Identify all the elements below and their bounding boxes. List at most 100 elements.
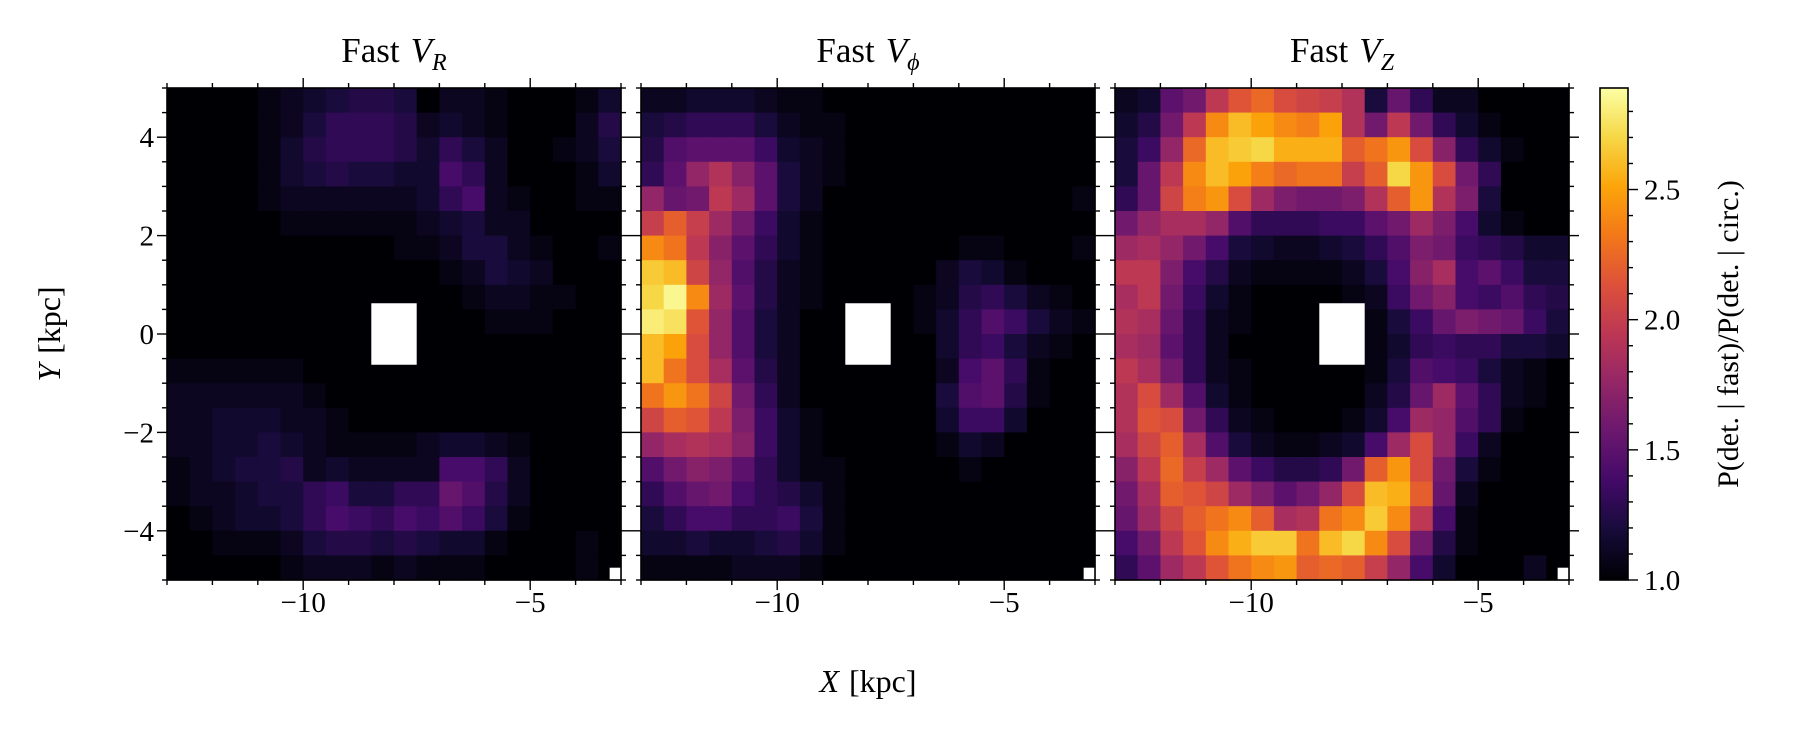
colorbar-gradient	[1599, 87, 1629, 581]
heatmap-cell	[958, 235, 983, 261]
heatmap-cell	[709, 88, 733, 114]
heatmap-cell	[1500, 358, 1525, 384]
heatmap-cell	[303, 211, 327, 237]
colorbar-tick-label: 1.5	[1644, 435, 1680, 467]
heatmap-cell	[1432, 358, 1457, 384]
heatmap-cell	[641, 334, 665, 360]
heatmap-cell	[1205, 161, 1230, 187]
heatmap-cell	[416, 186, 440, 212]
heatmap-cell	[754, 457, 778, 483]
x-axis-label-unit: [kpc]	[849, 663, 917, 699]
heatmap-cell	[731, 211, 756, 237]
heatmap-cell	[1183, 481, 1207, 507]
heatmap-cell	[1160, 235, 1184, 261]
heatmap-cell	[913, 481, 937, 507]
heatmap-cell	[1296, 530, 1320, 556]
heatmap-cell	[1387, 235, 1411, 261]
heatmap-cell	[686, 334, 710, 360]
heatmap-cell	[1004, 186, 1028, 212]
heatmap-cell	[686, 481, 710, 507]
heatmap-cell	[348, 260, 372, 286]
heatmap-cell	[1183, 334, 1207, 360]
heatmap-cell	[1273, 161, 1298, 187]
heatmap-cell	[1455, 161, 1479, 187]
heatmap-cell	[325, 432, 350, 458]
heatmap-cell	[890, 161, 914, 187]
heatmap-cell	[936, 211, 960, 237]
heatmap-cell	[598, 457, 622, 483]
heatmap-cell	[1546, 481, 1570, 507]
heatmap-cell	[1296, 235, 1320, 261]
heatmap-cell	[1523, 284, 1547, 310]
heatmap-cell	[981, 481, 1005, 507]
heatmap-cell	[416, 481, 440, 507]
heatmap-cell	[958, 161, 983, 187]
heatmap-cell	[552, 161, 577, 187]
heatmap-cell	[189, 137, 213, 163]
heatmap-cell	[167, 555, 191, 581]
heatmap-cell	[439, 383, 463, 409]
heatmap-cell	[280, 432, 304, 458]
heatmap-cell	[1115, 432, 1139, 458]
panel-title-text: Fast	[1290, 31, 1349, 70]
heatmap-cell	[686, 407, 710, 433]
heatmap-cell	[371, 235, 395, 261]
heatmap-cell	[1072, 88, 1096, 114]
heatmap-cell	[1137, 284, 1161, 310]
heatmap-cell	[1342, 211, 1366, 237]
heatmap-cell	[1183, 137, 1207, 163]
heatmap-cell	[981, 260, 1005, 286]
heatmap-cell	[958, 358, 983, 384]
heatmap-cell	[530, 112, 554, 138]
heatmap-cell	[507, 161, 531, 187]
heatmap-cell	[913, 235, 937, 261]
heatmap-cell	[575, 334, 599, 360]
heatmap-cell	[598, 284, 622, 310]
masked-region	[845, 303, 891, 365]
heatmap-cell	[958, 555, 983, 581]
heatmap-cell	[462, 161, 486, 187]
heatmap-cell	[890, 383, 914, 409]
heatmap-cell	[1273, 407, 1298, 433]
heatmap-cell	[394, 260, 418, 286]
heatmap-cell	[936, 457, 960, 483]
heatmap-cell	[1137, 309, 1161, 335]
heatmap-cell	[1364, 555, 1388, 581]
heatmap-cell	[280, 530, 304, 556]
heatmap-cell	[731, 334, 756, 360]
heatmap-cell	[1296, 358, 1320, 384]
heatmap-cell	[1115, 334, 1139, 360]
heatmap-cell	[890, 284, 914, 310]
heatmap-cell	[1273, 457, 1298, 483]
heatmap-cell	[981, 334, 1005, 360]
heatmap-cell	[913, 161, 937, 187]
heatmap-cell	[1228, 88, 1252, 114]
heatmap-cell	[709, 137, 733, 163]
heatmap-cell	[462, 530, 486, 556]
heatmap-cell	[235, 383, 259, 409]
heatmap-cell	[235, 88, 259, 114]
heatmap-cell	[731, 530, 756, 556]
heatmap-cell	[348, 211, 372, 237]
heatmap-cell	[1205, 309, 1230, 335]
heatmap-cell	[212, 112, 236, 138]
heatmap-cell	[1319, 88, 1343, 114]
heatmap-cell	[1546, 432, 1570, 458]
heatmap-cell	[663, 211, 687, 237]
heatmap-cell	[1072, 383, 1096, 409]
heatmap-cell	[890, 457, 914, 483]
heatmap-cell	[913, 383, 937, 409]
heatmap-cell	[1342, 260, 1366, 286]
heatmap-cell	[167, 137, 191, 163]
heatmap-cell	[1319, 555, 1343, 581]
heatmap-cell	[507, 481, 531, 507]
heatmap-cell	[641, 481, 665, 507]
heatmap-cell	[257, 161, 282, 187]
heatmap-cell	[1026, 358, 1051, 384]
heatmap-cell	[777, 432, 801, 458]
heatmap-cell	[845, 112, 869, 138]
heatmap-cell	[845, 530, 869, 556]
heatmap-cell	[1137, 137, 1161, 163]
heatmap-cell	[371, 506, 395, 532]
heatmap-cell	[936, 407, 960, 433]
